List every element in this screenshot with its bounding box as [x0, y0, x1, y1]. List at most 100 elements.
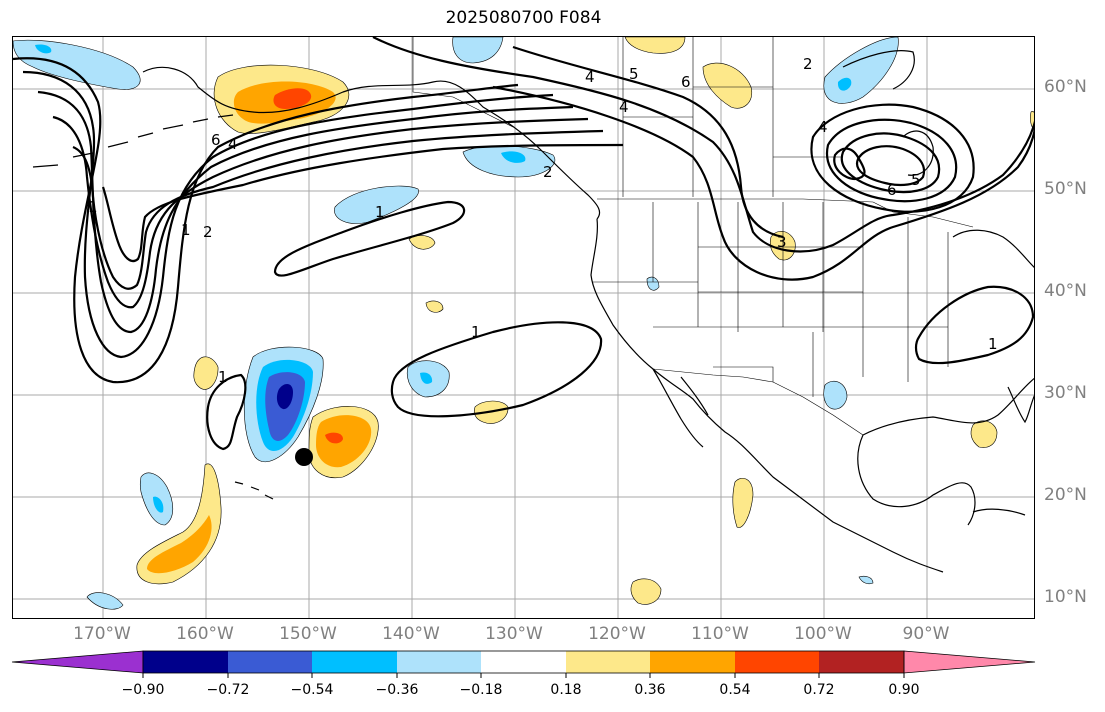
height-contours [13, 37, 1034, 451]
storm-center-marker [295, 448, 313, 466]
graticule [13, 37, 1034, 618]
contour-label: 6 [681, 73, 691, 91]
coastline-yucatan [857, 434, 976, 526]
colorbar-extend-low [11, 650, 144, 674]
colorbar-segment [735, 651, 819, 673]
colorbar-segment [143, 651, 228, 673]
contour-trough-3 [37, 90, 574, 334]
colorbar [11, 650, 1036, 678]
contour-label: 1 [88, 198, 98, 216]
anomaly-positive-central-peak [325, 432, 343, 444]
anomaly-negative-central-peak [276, 383, 293, 410]
lon-label: 160°W [176, 624, 234, 644]
border-alaska-canada [412, 37, 514, 128]
anomaly-fills [13, 37, 1034, 610]
lat-label: 50°N [1044, 179, 1087, 199]
contour-1-north [273, 200, 466, 277]
lon-label: 110°W [691, 624, 749, 644]
contour-low-2 [825, 118, 958, 203]
colorbar-segment [228, 651, 312, 673]
colorbar-tick-label: 0.36 [634, 682, 666, 698]
lon-label: 130°W [485, 624, 543, 644]
colorbar-tick-label: 0.90 [888, 682, 920, 698]
contour-label: 4 [818, 118, 828, 136]
contour-label: 1 [471, 323, 481, 341]
coastline-cuba [972, 508, 1026, 516]
colorbar-ticks [142, 673, 905, 678]
contour-label: 1 [988, 335, 998, 353]
colorbar-tick-label: −0.18 [459, 682, 503, 698]
lon-label: 100°W [794, 624, 852, 644]
lon-label: 150°W [279, 624, 337, 644]
anomaly-positive-top-1 [624, 37, 686, 54]
anomaly-positive-small-7 [630, 578, 662, 605]
coastline-hawaii [234, 481, 274, 500]
contour-east-2 [372, 37, 1034, 253]
anomaly-positive-southwest-core [147, 515, 212, 574]
lat-label: 10°N [1044, 587, 1087, 607]
anomaly-negative-small-5 [858, 575, 874, 585]
lat-label: 30°N [1044, 383, 1087, 403]
anomaly-negative-midpacific-core [420, 372, 433, 384]
colorbar-tick-label: 0.18 [550, 682, 582, 698]
map-canvas: 1 1 1 1 1 1 2 4 5 6 4 5 6 6 4 2 2 3 4 [13, 37, 1034, 618]
coastline-hudson [842, 50, 934, 176]
anomaly-positive-small-2 [425, 300, 444, 313]
colorbar-segment [650, 651, 735, 673]
coastline-west-us [590, 218, 944, 573]
anomaly-negative-small-4 [823, 381, 848, 410]
contour-label: 1 [181, 221, 191, 239]
coastline-northeast [952, 229, 1034, 268]
contour-label: 5 [629, 65, 639, 83]
contour-east-3 [512, 45, 784, 239]
lon-label: 90°W [902, 624, 950, 644]
colorbar-segment [566, 651, 650, 673]
lat-label: 60°N [1044, 77, 1087, 97]
coastline-aleutians [32, 114, 234, 168]
contour-1-south [390, 321, 603, 418]
colorbar-tick-label: −0.90 [121, 682, 165, 698]
lon-label: 120°W [588, 624, 646, 644]
anomaly-positive-alaska-peak [273, 88, 312, 109]
contour-label: 2 [803, 55, 813, 73]
colorbar-tick-label: −0.36 [375, 682, 419, 698]
contour-east-1 [492, 85, 1034, 281]
contour-label: 4 [619, 98, 629, 116]
contour-trough-5 [72, 129, 604, 290]
state-borders [593, 37, 949, 397]
border-us-canada [597, 198, 974, 228]
contour-label: 2 [543, 163, 553, 181]
anomaly-negative-southwest-core [153, 496, 164, 513]
anomaly-positive-top-2 [702, 62, 753, 109]
contour-label: 4 [585, 68, 595, 86]
contour-trough-4 [52, 115, 589, 309]
contour-trough-1 [13, 57, 519, 384]
contour-labels: 1 1 1 1 1 1 2 4 5 6 4 5 6 6 4 2 2 3 4 [88, 55, 998, 386]
colorbar-tick-label: 0.72 [803, 682, 835, 698]
colorbar-tick-label: 0.54 [719, 682, 751, 698]
anomaly-negative-small-2 [86, 592, 124, 610]
political-borders [412, 37, 974, 436]
contour-1-west [206, 373, 247, 451]
anomaly-positive-small-1 [408, 235, 436, 250]
lon-label: 170°W [73, 624, 131, 644]
contour-label: 3 [777, 233, 787, 251]
contour-label: 1 [218, 368, 228, 386]
contour-trough-6 [101, 143, 624, 263]
contour-1-east [914, 285, 1034, 365]
colorbar-tick-label: −0.72 [206, 682, 250, 698]
contour-label: 2 [203, 223, 213, 241]
anomaly-positive-central-mid [316, 415, 372, 468]
contour-low-1 [810, 103, 975, 213]
anomaly-negative-top [452, 37, 504, 64]
coastlines [32, 50, 1034, 573]
anomaly-negative-northeast-core [837, 77, 852, 91]
contour-low-4 [855, 145, 926, 187]
anomaly-positive-small-6 [732, 477, 754, 528]
contour-inner-low [833, 147, 866, 181]
colorbar-outline [142, 650, 905, 674]
coastline-baja [652, 368, 709, 448]
coastline-alaska [142, 66, 601, 220]
anomaly-positive-small-3 [193, 356, 219, 390]
contour-trough-2 [22, 70, 554, 359]
